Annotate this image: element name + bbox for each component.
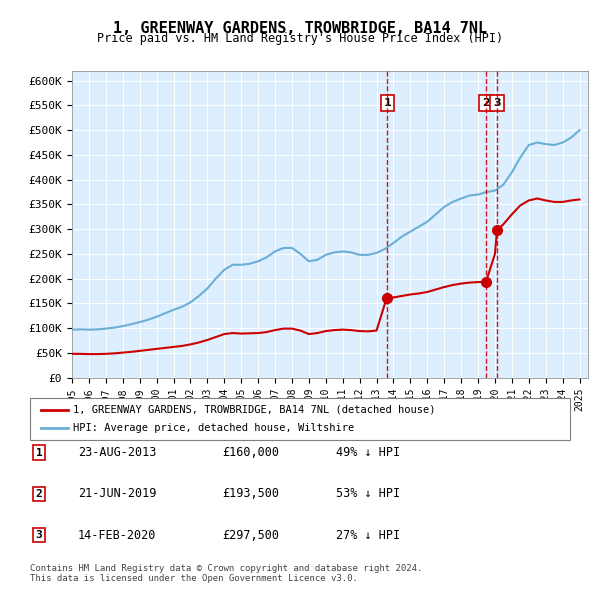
Text: 2: 2 xyxy=(35,489,43,499)
FancyBboxPatch shape xyxy=(30,398,570,440)
Text: £193,500: £193,500 xyxy=(222,487,279,500)
Text: Contains HM Land Registry data © Crown copyright and database right 2024.
This d: Contains HM Land Registry data © Crown c… xyxy=(30,563,422,583)
Text: 21-JUN-2019: 21-JUN-2019 xyxy=(78,487,157,500)
Text: 14-FEB-2020: 14-FEB-2020 xyxy=(78,529,157,542)
Text: 53% ↓ HPI: 53% ↓ HPI xyxy=(336,487,400,500)
Text: £160,000: £160,000 xyxy=(222,446,279,459)
Text: 1, GREENWAY GARDENS, TROWBRIDGE, BA14 7NL (detached house): 1, GREENWAY GARDENS, TROWBRIDGE, BA14 7N… xyxy=(73,405,436,415)
Text: 1: 1 xyxy=(35,448,43,457)
Text: 23-AUG-2013: 23-AUG-2013 xyxy=(78,446,157,459)
Text: 2: 2 xyxy=(482,98,490,108)
Text: 3: 3 xyxy=(35,530,43,540)
Text: Price paid vs. HM Land Registry's House Price Index (HPI): Price paid vs. HM Land Registry's House … xyxy=(97,32,503,45)
Text: £297,500: £297,500 xyxy=(222,529,279,542)
Text: 49% ↓ HPI: 49% ↓ HPI xyxy=(336,446,400,459)
Text: HPI: Average price, detached house, Wiltshire: HPI: Average price, detached house, Wilt… xyxy=(73,423,355,433)
Text: 3: 3 xyxy=(493,98,501,108)
Text: 1: 1 xyxy=(383,98,391,108)
Text: 1, GREENWAY GARDENS, TROWBRIDGE, BA14 7NL: 1, GREENWAY GARDENS, TROWBRIDGE, BA14 7N… xyxy=(113,21,487,35)
Text: 27% ↓ HPI: 27% ↓ HPI xyxy=(336,529,400,542)
